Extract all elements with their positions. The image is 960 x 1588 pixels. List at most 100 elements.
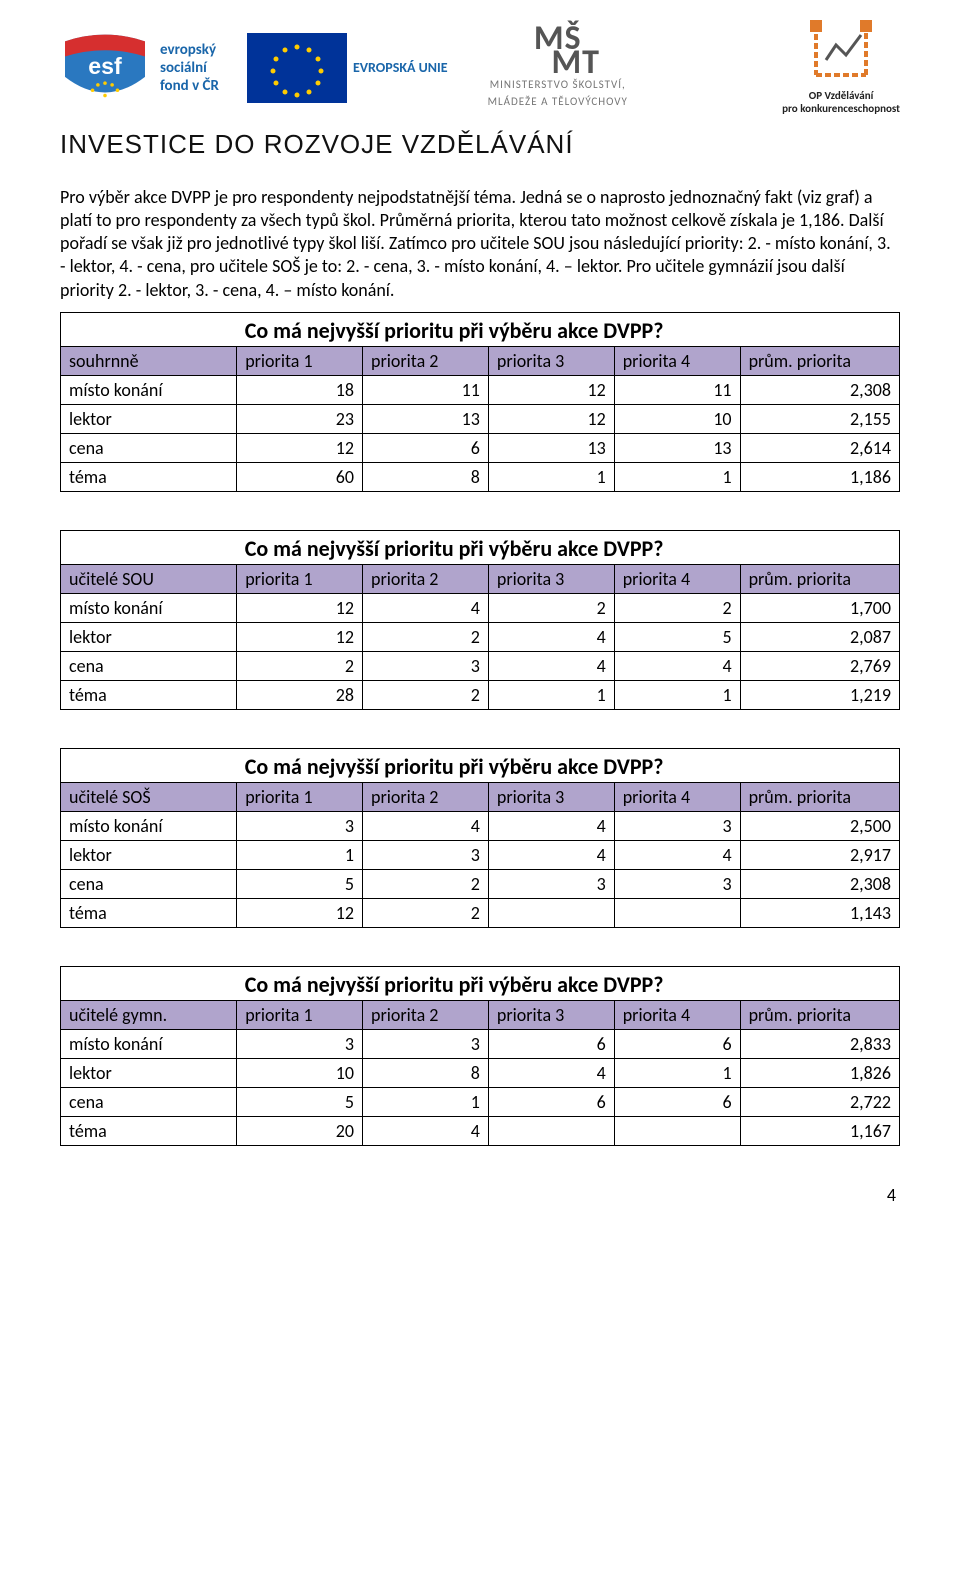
row-label: téma [61, 462, 237, 491]
row-value: 2,155 [740, 404, 899, 433]
row-value: 5 [237, 869, 363, 898]
row-value: 3 [614, 811, 740, 840]
row-value: 3 [363, 840, 489, 869]
table-row: téma608111,186 [61, 462, 900, 491]
table-col-header: prům. priorita [740, 564, 899, 593]
row-value: 1,826 [740, 1058, 899, 1087]
opvk-icon [806, 20, 876, 80]
svg-text:esf: esf [88, 53, 122, 79]
table-group-label: učitelé SOU [61, 564, 237, 593]
row-value: 2,769 [740, 651, 899, 680]
row-label: téma [61, 898, 237, 927]
row-value: 2,833 [740, 1029, 899, 1058]
row-value: 4 [614, 840, 740, 869]
row-value: 10 [614, 404, 740, 433]
table-title-blank [61, 312, 237, 346]
row-value: 1 [237, 840, 363, 869]
table-col-header: priorita 2 [363, 1000, 489, 1029]
table-row: lektor231312102,155 [61, 404, 900, 433]
table-col-header: priorita 4 [614, 346, 740, 375]
row-value: 4 [488, 811, 614, 840]
row-label: místo konání [61, 375, 237, 404]
table-row: místo konání34432,500 [61, 811, 900, 840]
table-group-label: učitelé SOŠ [61, 782, 237, 811]
row-label: téma [61, 680, 237, 709]
row-value: 6 [614, 1029, 740, 1058]
table-col-header: priorita 1 [237, 564, 363, 593]
table-col-header: priorita 4 [614, 564, 740, 593]
priority-table-1: Co má nejvyšší prioritu při výběru akce … [60, 530, 900, 710]
row-value: 2 [614, 593, 740, 622]
msmt-caption-2: MLÁDEŽE A TĚLOVÝCHOVY [488, 95, 628, 108]
row-value: 11 [614, 375, 740, 404]
row-value: 13 [363, 404, 489, 433]
opvk-caption-1: OP Vzdělávání [782, 89, 900, 102]
table-row: lektor108411,826 [61, 1058, 900, 1087]
row-value: 13 [614, 433, 740, 462]
table-row: téma1221,143 [61, 898, 900, 927]
table-group-label: učitelé gymn. [61, 1000, 237, 1029]
row-value: 12 [237, 593, 363, 622]
table-col-header: priorita 3 [488, 1000, 614, 1029]
row-value: 2,308 [740, 375, 899, 404]
row-label: místo konání [61, 1029, 237, 1058]
row-value: 12 [237, 898, 363, 927]
table-row: místo konání124221,700 [61, 593, 900, 622]
esf-text: evropský sociální fond v ČR [160, 41, 219, 95]
row-value: 2,308 [740, 869, 899, 898]
row-value: 2 [363, 622, 489, 651]
row-label: lektor [61, 404, 237, 433]
row-value: 5 [614, 622, 740, 651]
row-value: 12 [237, 433, 363, 462]
row-value: 8 [363, 462, 489, 491]
table-group-label: souhrnně [61, 346, 237, 375]
eu-flag-icon [247, 33, 347, 103]
row-value: 3 [237, 811, 363, 840]
invest-title: INVESTICE DO ROZVOJE VZDĚLÁVÁNÍ [60, 129, 900, 160]
row-value: 4 [488, 1058, 614, 1087]
row-value: 18 [237, 375, 363, 404]
table-col-header: priorita 2 [363, 782, 489, 811]
row-value: 4 [488, 622, 614, 651]
table-col-header: priorita 4 [614, 1000, 740, 1029]
table-title-blank [61, 748, 237, 782]
table-row: lektor13442,917 [61, 840, 900, 869]
row-value: 28 [237, 680, 363, 709]
row-value [488, 1116, 614, 1145]
row-label: lektor [61, 622, 237, 651]
priority-table-3: Co má nejvyšší prioritu při výběru akce … [60, 966, 900, 1146]
table-col-header: priorita 3 [488, 782, 614, 811]
table-col-header: priorita 1 [237, 346, 363, 375]
esf-icon: esf [60, 28, 150, 108]
table-col-header: priorita 1 [237, 782, 363, 811]
table-row: místo konání181112112,308 [61, 375, 900, 404]
table-row: cena52332,308 [61, 869, 900, 898]
table-title: Co má nejvyšší prioritu při výběru akce … [237, 530, 900, 564]
row-value: 12 [488, 404, 614, 433]
body-paragraph: Pro výběr akce DVPP je pro respondenty n… [60, 186, 900, 301]
msmt-logo: MŠ MT MINISTERSTVO ŠKOLSTVÍ, MLÁDEŽE A T… [488, 27, 628, 109]
row-value: 60 [237, 462, 363, 491]
msmt-bottom: MT [551, 42, 600, 83]
row-value: 6 [488, 1087, 614, 1116]
row-value: 1,143 [740, 898, 899, 927]
eu-logo: EVROPSKÁ UNIE [239, 33, 448, 103]
row-value [488, 898, 614, 927]
row-value: 3 [363, 1029, 489, 1058]
table-title: Co má nejvyšší prioritu při výběru akce … [237, 966, 900, 1000]
row-value: 1,167 [740, 1116, 899, 1145]
table-row: cena12613132,614 [61, 433, 900, 462]
row-value: 2 [363, 869, 489, 898]
row-value: 1,700 [740, 593, 899, 622]
row-value: 4 [488, 651, 614, 680]
row-value: 11 [363, 375, 489, 404]
row-value: 1 [614, 462, 740, 491]
row-value: 13 [488, 433, 614, 462]
row-label: lektor [61, 840, 237, 869]
eu-label: EVROPSKÁ UNIE [353, 59, 448, 76]
header-logo-strip: esf evropský sociální fond v ČR [60, 20, 900, 115]
row-value: 1,219 [740, 680, 899, 709]
row-value: 4 [363, 1116, 489, 1145]
row-value: 4 [363, 811, 489, 840]
row-label: cena [61, 651, 237, 680]
